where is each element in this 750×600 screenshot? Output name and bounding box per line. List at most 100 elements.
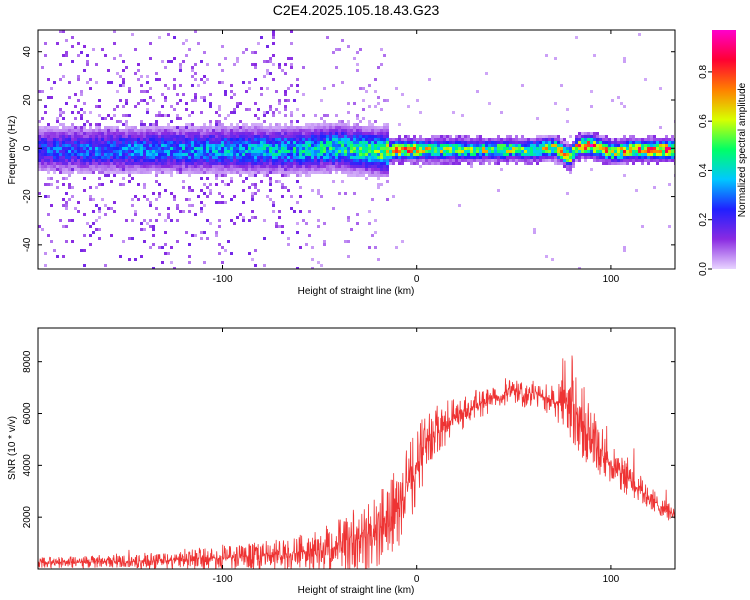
spectrogram-cell <box>152 168 155 171</box>
spectrogram-cell <box>287 126 290 129</box>
spectrogram-frame <box>37 29 676 270</box>
spectrogram-cell <box>137 102 140 105</box>
spectrogram-x-axis-label: Height of straight line (km) <box>298 286 415 297</box>
spectrogram-cell <box>236 159 239 162</box>
spectrogram-cell <box>137 138 140 141</box>
spectrogram-cell <box>380 183 383 186</box>
spectrogram-cell <box>632 144 635 147</box>
spectrogram-cell <box>602 135 605 138</box>
spectrogram-cell <box>290 141 293 144</box>
spectrogram-cell <box>146 81 149 84</box>
spectrogram-cell <box>281 231 284 234</box>
spectrogram-cell <box>485 144 488 147</box>
spectrogram-cell <box>68 219 71 222</box>
spectrogram-cell <box>335 135 338 138</box>
spectrogram-cell <box>356 135 359 138</box>
spectrogram-cell <box>251 192 254 195</box>
spectrogram-cell <box>578 138 581 141</box>
spectrogram-cell <box>128 126 131 129</box>
spectrogram-cell <box>161 150 164 153</box>
spectrogram-cell <box>194 153 197 156</box>
spectrogram-cell <box>62 159 65 162</box>
spectrogram-cell <box>329 129 332 132</box>
spectrogram-cell <box>215 174 218 177</box>
spectrogram-cell <box>281 186 284 189</box>
spectrogram-cell <box>131 135 134 138</box>
spectrogram-cell <box>266 156 269 159</box>
spectrogram-cell <box>176 159 179 162</box>
spectrogram-cell <box>53 165 56 168</box>
spectrogram-cell <box>311 132 314 135</box>
spectrogram-cell <box>266 171 269 174</box>
spectrogram-cell <box>125 99 128 102</box>
spectrogram-cell <box>194 30 197 33</box>
spectrogram-cell <box>227 150 230 153</box>
spectrogram-cell <box>56 132 59 135</box>
spectrogram-cell <box>656 162 659 165</box>
spectrogram-cell <box>80 108 83 111</box>
spectrogram-cell <box>272 114 275 117</box>
spectrogram-cell <box>71 171 74 174</box>
spectrogram-cell <box>653 147 656 150</box>
spectrogram-cell <box>200 237 203 240</box>
spectrogram-cell <box>308 135 311 138</box>
spectrogram-cell <box>425 144 428 147</box>
spectrogram-cell <box>428 78 431 81</box>
spectrogram-cell <box>200 132 203 135</box>
spectrogram-cell <box>518 153 521 156</box>
spectrogram-cell <box>170 165 173 168</box>
spectrogram-cell <box>344 147 347 150</box>
spectrogram-cell <box>116 153 119 156</box>
spectrogram-cell <box>425 147 428 150</box>
spectrogram-cell <box>356 162 359 165</box>
spectrogram-cell <box>68 141 71 144</box>
spectrogram-cell <box>209 192 212 195</box>
spectrogram-cell <box>416 138 419 141</box>
spectrogram-cell <box>572 159 575 162</box>
spectrogram-cell <box>458 162 461 165</box>
spectrogram-cell <box>488 156 491 159</box>
spectrogram-cell <box>80 171 83 174</box>
spectrogram-cell <box>161 132 164 135</box>
spectrogram-cell <box>107 141 110 144</box>
spectrogram-cell <box>164 135 167 138</box>
spectrogram-cell <box>164 189 167 192</box>
spectrogram-cell <box>605 141 608 144</box>
spectrogram-cell <box>338 135 341 138</box>
spectrogram-cell <box>143 168 146 171</box>
spectrogram-cell <box>47 150 50 153</box>
spectrogram-cell <box>359 174 362 177</box>
spectrogram-cell <box>218 81 221 84</box>
spectrogram-cell <box>104 54 107 57</box>
spectrogram-cell <box>248 156 251 159</box>
spectrogram-cell <box>593 147 596 150</box>
spectrogram-cell <box>191 84 194 87</box>
spectrogram-cell <box>89 225 92 228</box>
spectrogram-cell <box>227 126 230 129</box>
spectrogram-cell <box>149 147 152 150</box>
spectrogram-cell <box>299 126 302 129</box>
spectrogram-cell <box>560 156 563 159</box>
spectrogram-cell <box>344 153 347 156</box>
spectrogram-cell <box>614 162 617 165</box>
spectrogram-cell <box>83 168 86 171</box>
spectrogram-cell <box>620 162 623 165</box>
spectrogram-cell <box>173 78 176 81</box>
spectrogram-cell <box>599 150 602 153</box>
spectrogram-cell <box>203 261 206 264</box>
spectrogram-cell <box>437 153 440 156</box>
spectrogram-cell <box>596 150 599 153</box>
spectrogram-cell <box>227 147 230 150</box>
spectrogram-cell <box>335 171 338 174</box>
spectrogram-cell <box>176 126 179 129</box>
spectrogram-cell <box>317 219 320 222</box>
spectrogram-cell <box>41 66 44 69</box>
spectrogram-cell <box>92 48 95 51</box>
spectrogram-cell <box>377 126 380 129</box>
spectrogram-cell <box>65 126 68 129</box>
spectrogram-cell <box>122 162 125 165</box>
spectrogram-cell <box>332 123 335 126</box>
spectrogram-cell <box>341 39 344 42</box>
spectrogram-cell <box>242 165 245 168</box>
spectrogram-cell <box>632 141 635 144</box>
